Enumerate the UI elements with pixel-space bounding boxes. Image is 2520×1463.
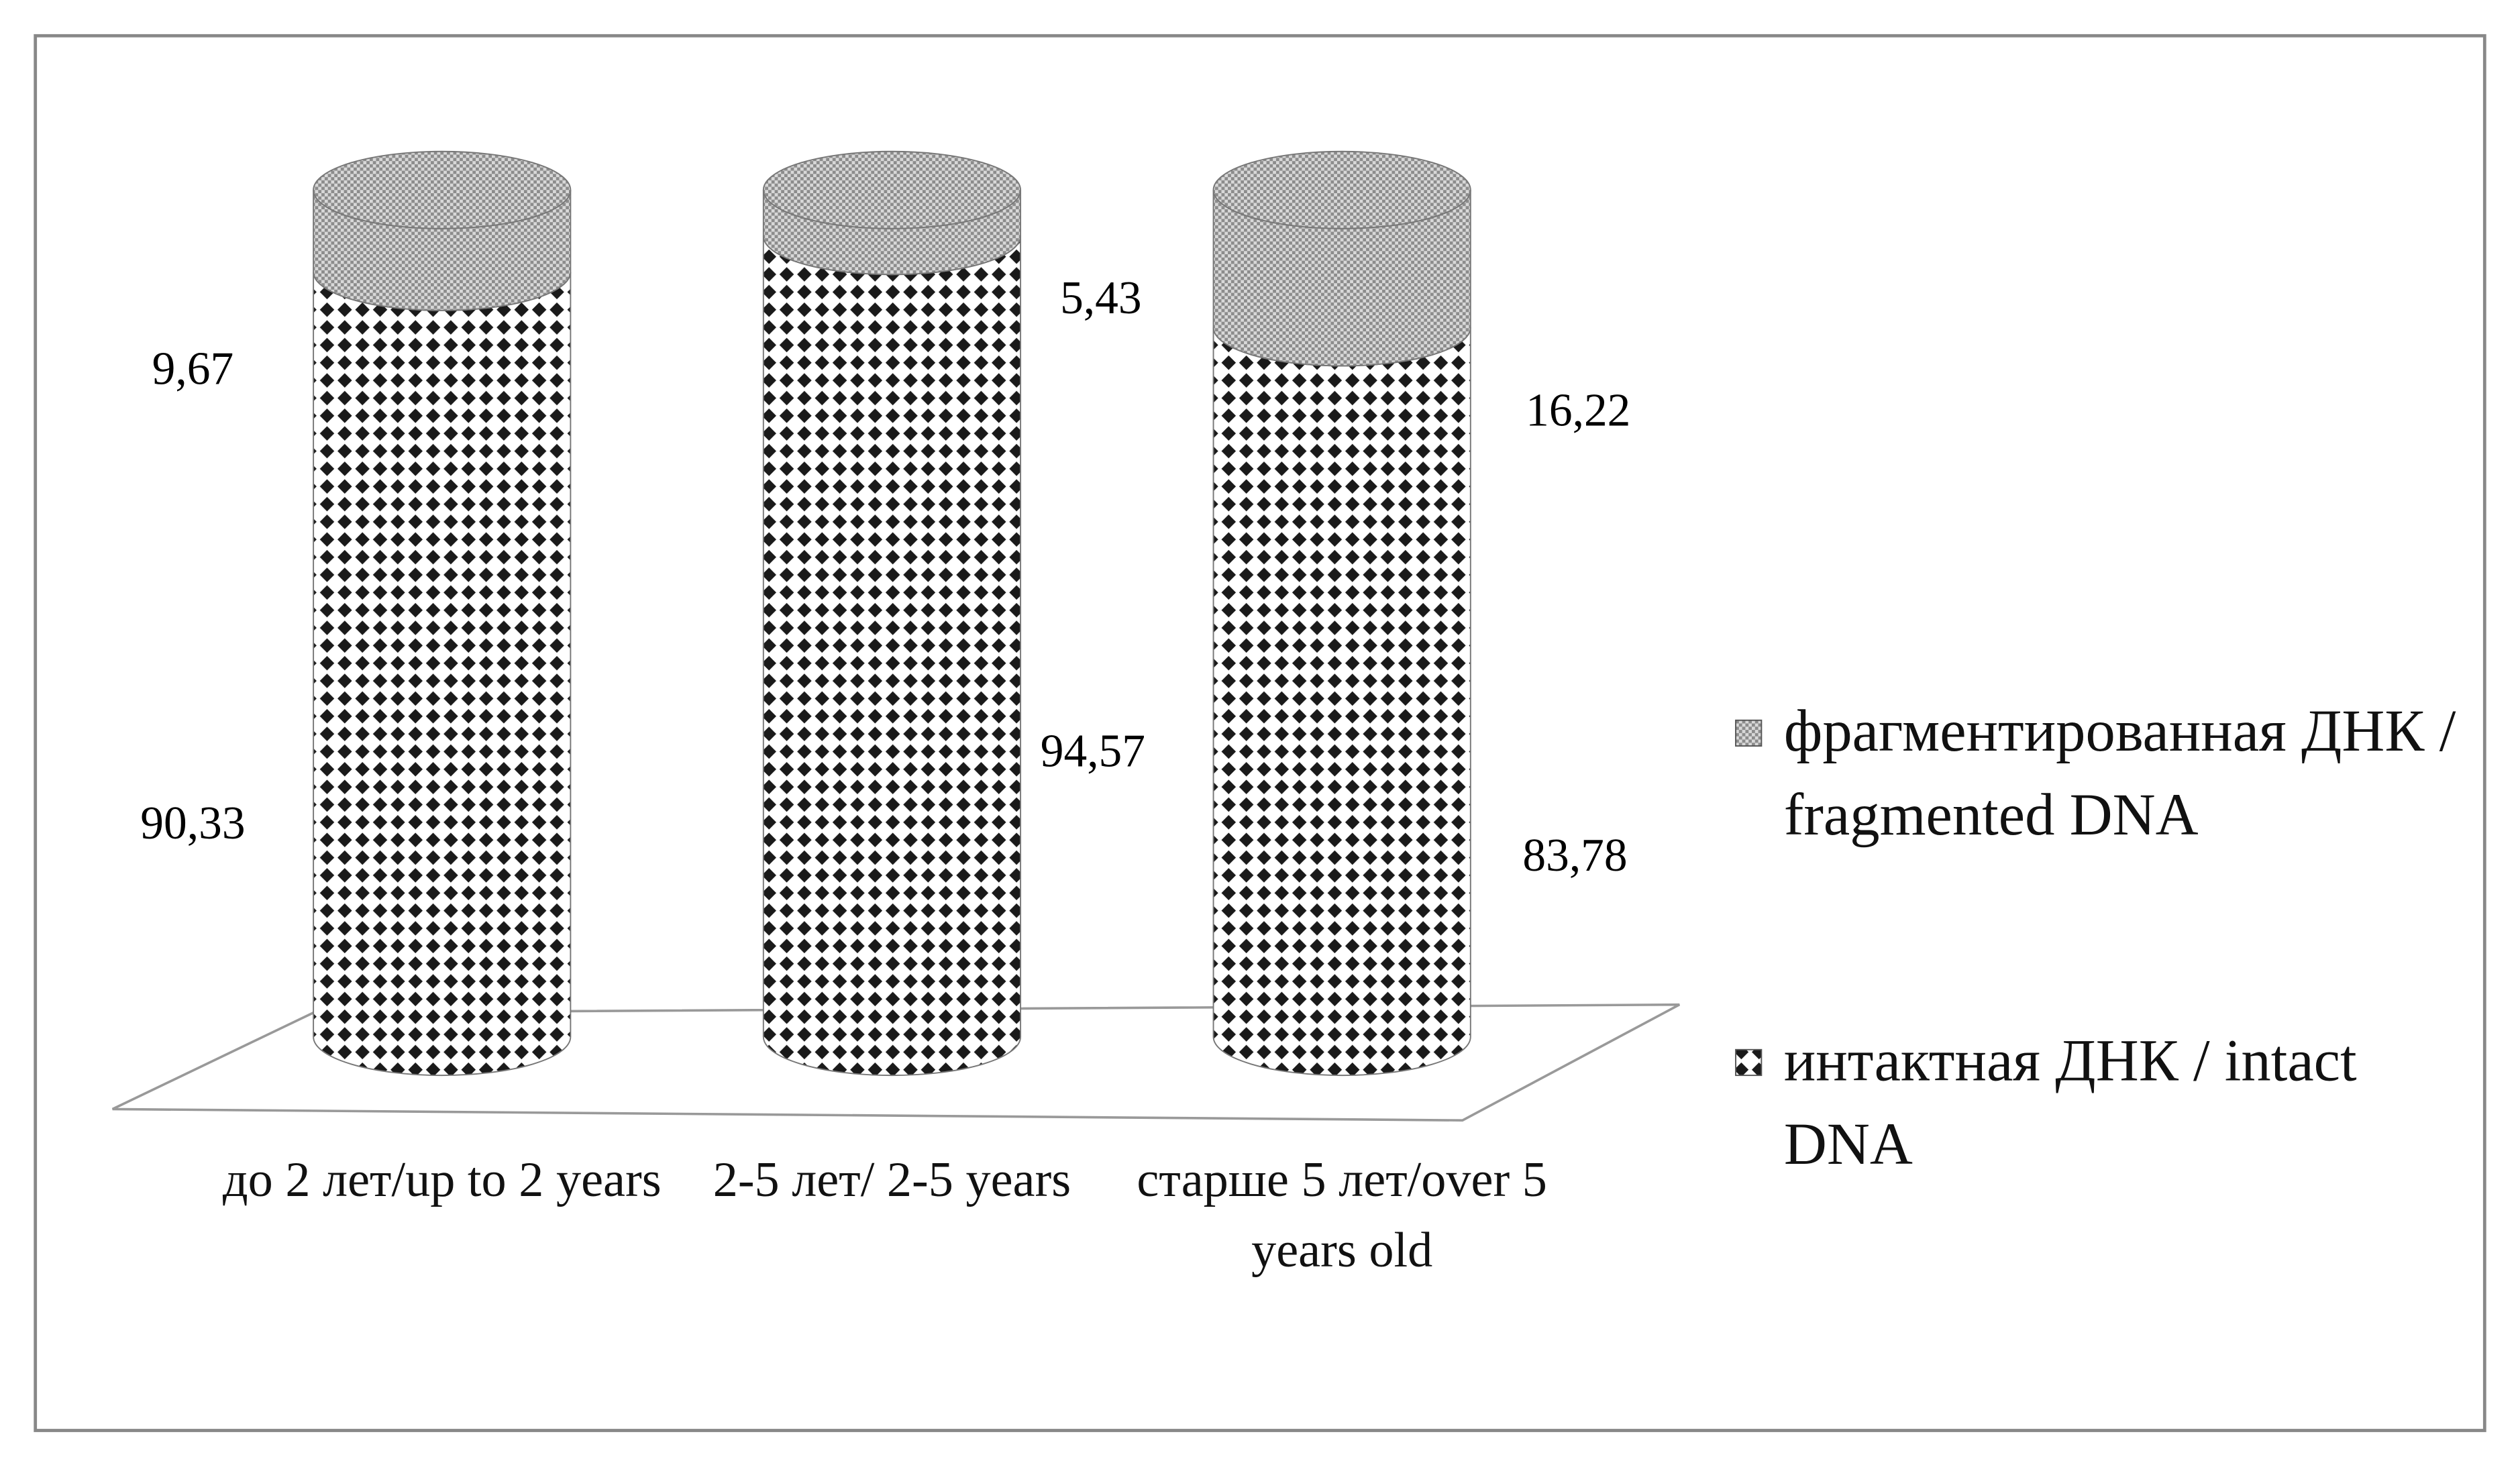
- cylinder-segment: [762, 235, 1022, 1077]
- cylinder-segment: [1212, 327, 1471, 1077]
- cylinder-segment: [313, 272, 572, 1077]
- legend-label-box: фрагментированная ДНК / fragmented DNA: [1783, 699, 2456, 849]
- cylinder-cap: [762, 150, 1022, 229]
- legend-label: фрагментированная ДНК / fragmented DNA: [1783, 699, 2456, 849]
- x-tick-label: старше 5 лет/over 5 years old: [1137, 1150, 1547, 1278]
- legend-label-box: интактная ДНК / intact DNA: [1783, 1028, 2357, 1179]
- value-label: 9,67: [152, 343, 234, 394]
- legend-label: интактная ДНК / intact DNA: [1783, 1028, 2357, 1179]
- value-label: 5,43: [1060, 272, 1142, 324]
- x-tick-label-box: старше 5 лет/over 5 years old: [1137, 1150, 1547, 1278]
- x-tick-label: 2-5 лет/ 2-5 years: [713, 1150, 1071, 1207]
- legend-swatch: [1735, 1048, 1763, 1077]
- legend-swatch: [1735, 719, 1763, 747]
- value-label: 83,78: [1522, 830, 1627, 881]
- cylinder-cap: [313, 150, 572, 229]
- value-label: 90,33: [140, 798, 245, 849]
- value-label: 16,22: [1526, 385, 1630, 437]
- value-label: 94,57: [1041, 725, 1145, 777]
- cylinder-cap: [1212, 150, 1471, 229]
- x-tick-label-box: 2-5 лет/ 2-5 years: [713, 1150, 1071, 1207]
- x-tick-label-box: до 2 лет/up to 2 years: [222, 1150, 662, 1207]
- x-tick-label: до 2 лет/up to 2 years: [222, 1150, 662, 1207]
